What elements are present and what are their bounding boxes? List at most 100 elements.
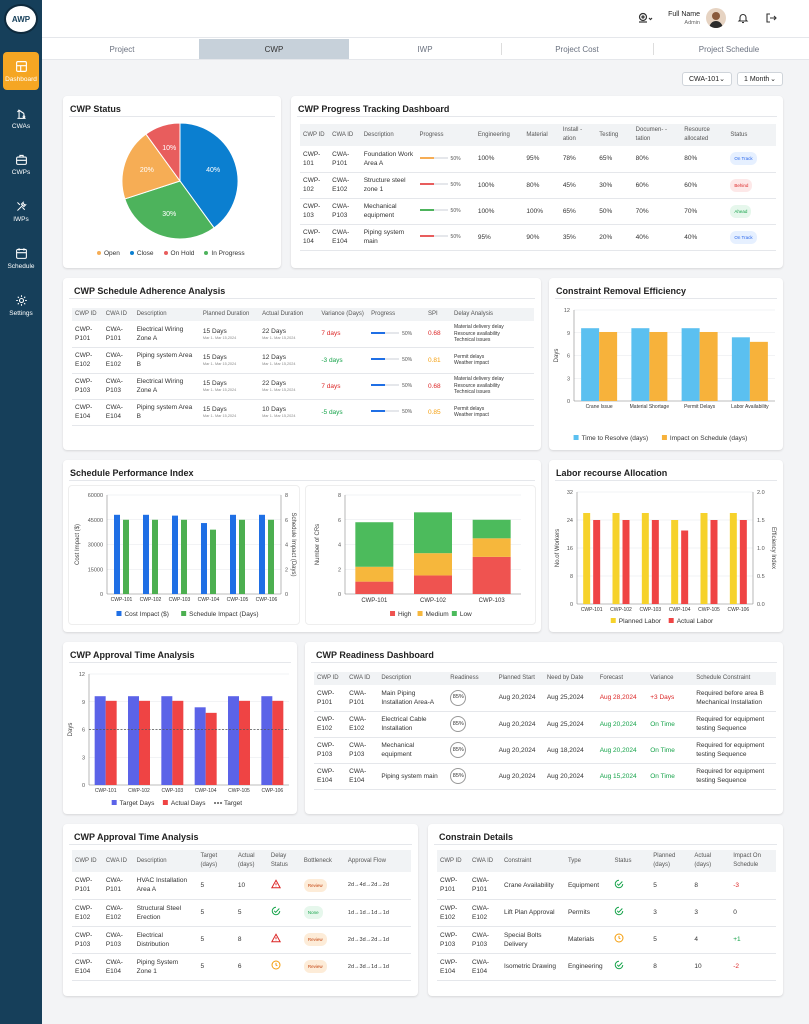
table-cell: -2 (730, 953, 776, 981)
table-row[interactable]: CWP- P101 CWA- P101 HVAC Installation Area A… (72, 872, 411, 900)
table-cell: Electrical Wiring Zone A (133, 321, 200, 348)
y-tick-label: 0 (82, 783, 85, 789)
x-tick-label: CWP-104 (669, 607, 691, 613)
table-cell: 50% (368, 347, 425, 374)
table-cell: 0.68 (424, 321, 452, 348)
table-cell: Foundation Work Area A (360, 146, 417, 173)
x-tick-label: CWP-102 (610, 607, 632, 613)
table-cell: On Track (727, 224, 776, 251)
labor-allocation-card: Labor recourse Allocation 0 8 16 24 32 CWP-10… (549, 460, 783, 632)
table-cell: Piping system Area B (133, 347, 200, 374)
notification-button[interactable] (736, 11, 750, 25)
table-cell: CWA- P101 (329, 146, 361, 173)
column-header: Documen- -tation (632, 124, 682, 146)
table-row[interactable]: CWP- P103 CWA- P103 Electrical Wiring Zone A… (72, 373, 534, 400)
table-cell: 5 (650, 926, 692, 954)
warning-icon (270, 933, 281, 943)
table-row[interactable]: CWP- E104 CWA- E104 Piping system Area B 15 D… (72, 399, 534, 426)
bar (114, 514, 120, 594)
legend-swatch (162, 800, 168, 805)
table-cell: CWP- P101 (72, 872, 103, 900)
sidebar-item-iwps[interactable]: IWPs (3, 192, 39, 230)
sidebar-item-schedule[interactable]: Schedule (3, 239, 39, 277)
table-cell: 10 Days Mar 1- Mar 15,2024 (259, 399, 319, 426)
table-row[interactable]: CWP- E104 CWA- E104 Isometric Drawing Enginee… (437, 953, 776, 981)
table-cell: Special Bolts Delivery (500, 926, 565, 954)
table-row[interactable]: CWP- 103 CWA- P103 Mechanical equipment 50% 10… (300, 198, 776, 225)
table-row[interactable]: CWP- E104 CWA- E104 Piping System Zone 1 5 6 Re… (72, 953, 411, 981)
table-cell: 5 (197, 899, 235, 927)
avatar-image (709, 12, 723, 28)
y-tick-label: 24 (567, 518, 573, 524)
table-row[interactable]: CWP- E102 CWA- E102 Structural Steel Erectio… (72, 899, 411, 927)
sidebar-item-cwps[interactable]: CWPs (3, 145, 39, 183)
column-header: Progress (416, 124, 475, 146)
progress-bar (419, 157, 448, 160)
table-row[interactable]: CWP- P103 CWA- P103 Mechanical equipment 85% A… (314, 737, 776, 764)
bar (123, 519, 129, 594)
table-row[interactable]: CWP- P101 CWA- P101 Electrical Wiring Zone A… (72, 321, 534, 348)
table-cell: 100% (523, 198, 560, 225)
table-row[interactable]: CWP- 104 CWA- E104 Piping system main 50% 95% 9… (300, 224, 776, 251)
progress-bar (419, 183, 448, 186)
progress-bar (371, 384, 400, 387)
period-select[interactable]: 1 Month ⌄ (737, 72, 783, 86)
constraint-efficiency-chart: 0 3 6 9 12 Crane Issue Material Shortage Permit… (554, 308, 775, 442)
bar (681, 328, 700, 401)
tab-project-schedule[interactable]: Project Schedule (698, 44, 760, 54)
table-header-row: CWP ID CWA ID Description Planned Duration A… (72, 308, 534, 321)
table-cell: 65% (559, 198, 597, 225)
table-row[interactable]: CWP- P103 CWA- P103 Electrical Distribution 5… (72, 926, 411, 954)
avatar[interactable] (706, 8, 726, 28)
table-cell: CWA- E104 (102, 399, 134, 426)
period-select-value: 1 Month (744, 75, 770, 83)
bar (651, 520, 659, 604)
table-row[interactable]: CWP- E104 CWA- E104 Piping system main 85% Aug… (314, 763, 776, 790)
table-cell: 2d→4d→2d→2d (344, 872, 411, 900)
bar (172, 515, 178, 594)
location-dropdown[interactable] (634, 11, 656, 27)
cwa-select[interactable]: CWA-101 ⌄ (682, 72, 732, 86)
sidebar-item-dashboard[interactable]: Dashboard (3, 52, 39, 90)
table-cell: CWP- P103 (314, 737, 347, 764)
column-header: Actual (days) (234, 850, 268, 872)
tab-project[interactable]: Project (109, 44, 135, 54)
y-tick-label: 3 (567, 376, 570, 382)
table-cell: 50% (368, 399, 425, 426)
sidebar-item-settings[interactable]: Settings (3, 286, 39, 324)
y-axis-label: No.of Workers (555, 529, 561, 567)
legend-swatch (181, 611, 187, 616)
table-cell: Aug 20,2024 (596, 711, 648, 738)
bar (710, 520, 718, 604)
table-row[interactable]: CWP- 102 CWA- E102 Structure steel zone 1 50%… (300, 172, 776, 199)
progress-bar (371, 332, 400, 335)
table-cell: Ahead (727, 198, 776, 225)
status-badge: On Track (730, 152, 757, 166)
tab-project-cost[interactable]: Project Cost (555, 44, 599, 54)
progress-value: 50% (402, 357, 413, 363)
table-row[interactable]: CWP- 101 CWA- P101 Foundation Work Area A 50%… (300, 146, 776, 173)
tab-iwp[interactable]: IWP (417, 44, 433, 54)
table-row[interactable]: CWP- P103 CWA- P103 Special Bolts Delivery Ma… (437, 926, 776, 954)
column-header: Variance (Days) (318, 308, 369, 321)
table-cell: 5 (197, 872, 235, 900)
approval-time-chart: 0 3 6 9 12 CWP-101 CWP-102 CWP-103 CWP-104 CWP-10… (68, 672, 289, 807)
column-header: CWP ID (72, 850, 103, 872)
table-cell: Material delivery delay Resource availabi… (451, 321, 534, 348)
table-cell: 65% (596, 146, 633, 173)
table-row[interactable]: CWP- P101 CWA- P101 Main Piping Installation… (314, 685, 776, 712)
table-cell: CWP- E104 (72, 953, 103, 981)
bar (729, 513, 737, 604)
table-cell: CWP- P103 (437, 926, 469, 954)
table-row[interactable]: CWP- E102 CWA- E102 Piping system Area B 15 D… (72, 347, 534, 374)
progress-value: 50% (450, 208, 461, 214)
table-row[interactable]: CWP- E102 CWA- E102 Electrical Cable Install… (314, 711, 776, 738)
app-logo[interactable]: AWP (4, 4, 38, 34)
table-row[interactable]: CWP- P101 CWA- P101 Crane Availability Equipm… (437, 872, 776, 900)
table-row[interactable]: CWP- E102 CWA- E102 Lift Plan Approval Permit… (437, 899, 776, 927)
sidebar-item-cwas[interactable]: CWAs (3, 99, 39, 137)
readiness-table: CWP ID CWA ID Description Readiness Planned … (314, 672, 776, 790)
tab-cwp[interactable]: CWP (199, 39, 349, 59)
logout-button[interactable] (764, 11, 778, 25)
column-header: CWA ID (346, 672, 379, 685)
